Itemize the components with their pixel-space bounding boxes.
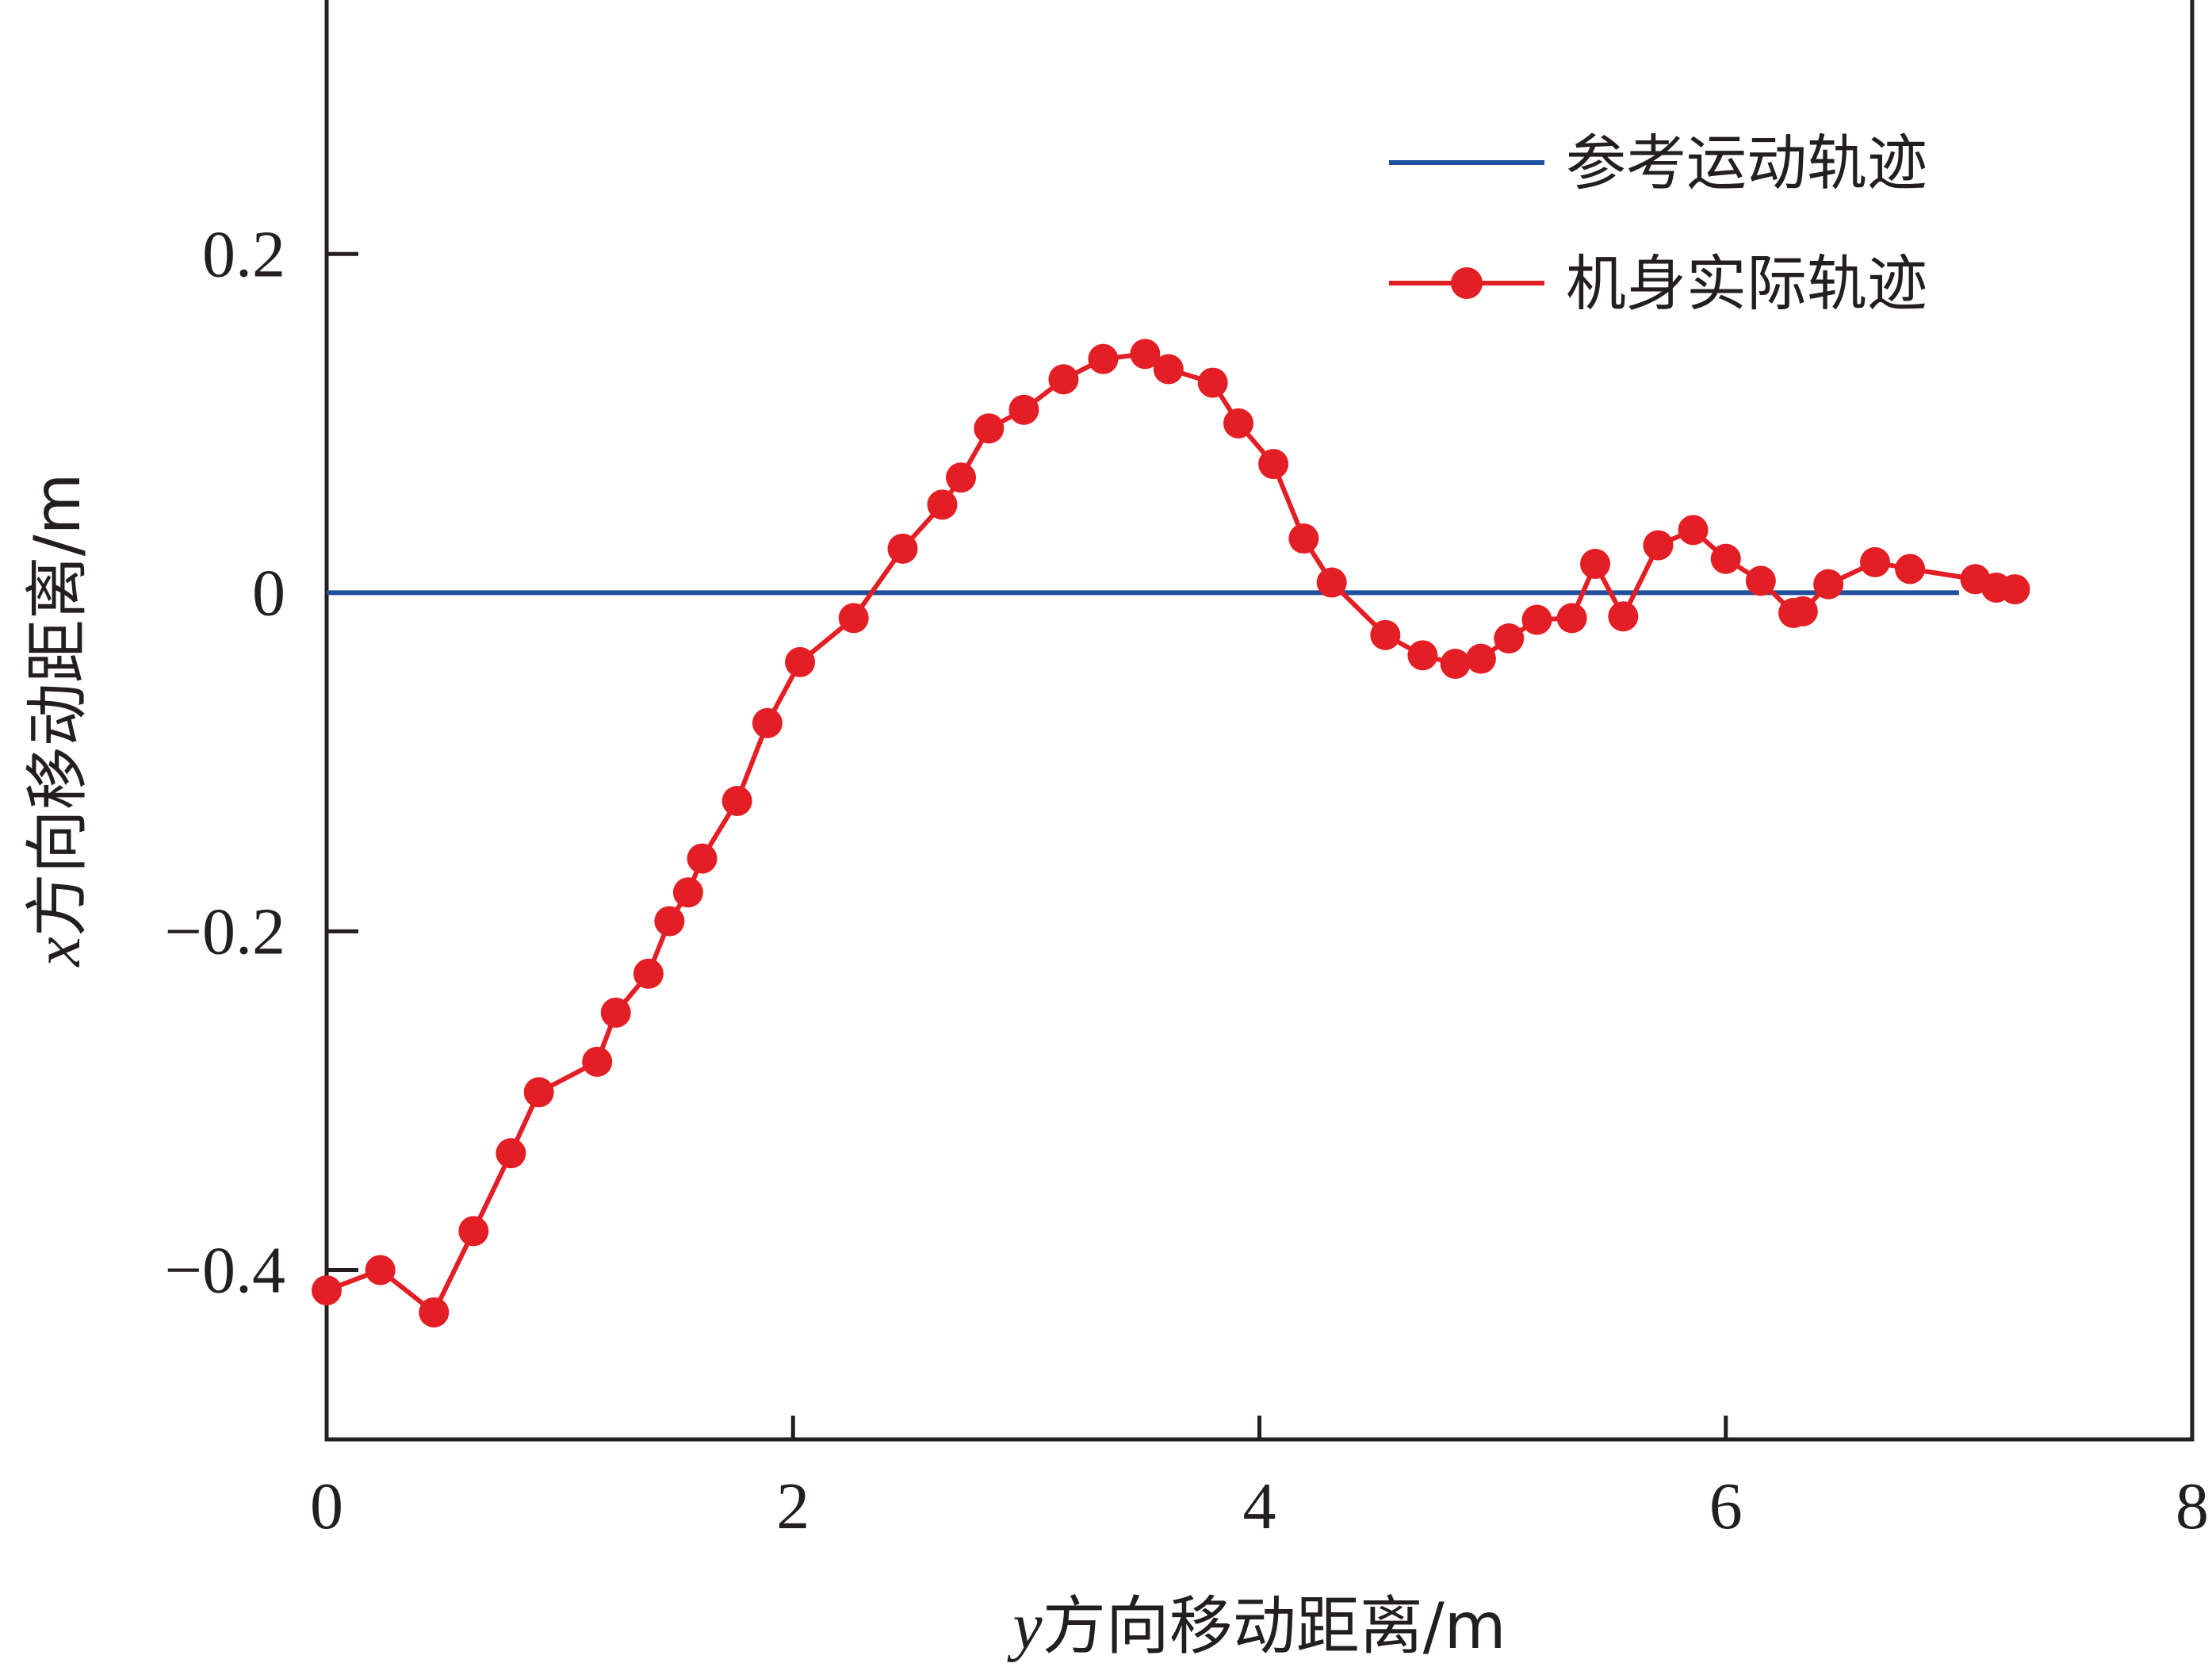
series-line-actual xyxy=(325,351,2015,1315)
data-point xyxy=(1678,515,1709,546)
data-point xyxy=(1521,604,1552,635)
data-point xyxy=(419,1297,450,1328)
x-tick-label: 2 xyxy=(776,1470,809,1543)
data-point xyxy=(721,785,752,816)
x-tick-label: 0 xyxy=(310,1470,343,1543)
plot-area xyxy=(312,339,2030,1328)
data-point xyxy=(1608,601,1639,632)
data-point xyxy=(1288,523,1319,554)
data-point xyxy=(582,1046,613,1077)
y-tick-label: −0.2 xyxy=(165,895,285,968)
data-point xyxy=(458,1216,489,1247)
x-axis-title-var: y xyxy=(1006,1589,1043,1663)
data-point xyxy=(633,958,664,989)
data-point xyxy=(1197,367,1228,398)
y-axis-title-var: x xyxy=(21,937,94,968)
data-point xyxy=(654,906,685,937)
data-point xyxy=(1745,565,1776,596)
data-point xyxy=(1580,549,1611,580)
data-point xyxy=(1370,619,1401,650)
legend-marker-actual xyxy=(1451,267,1483,299)
data-point xyxy=(312,1275,342,1306)
data-point xyxy=(1407,640,1438,671)
data-point xyxy=(523,1077,554,1108)
y-tick-label: 0.2 xyxy=(202,217,285,291)
data-point xyxy=(785,646,816,677)
data-point xyxy=(1316,567,1347,598)
data-point xyxy=(1859,546,1890,577)
data-point xyxy=(672,877,703,908)
data-point xyxy=(1258,449,1289,480)
data-point xyxy=(1440,649,1471,680)
data-point xyxy=(365,1255,396,1286)
data-point xyxy=(1153,354,1184,385)
data-point xyxy=(946,462,977,493)
y-axis-title-text: 方向移动距离/m xyxy=(21,473,94,937)
plot-frame xyxy=(324,0,2195,1442)
x-tick-label: 8 xyxy=(2176,1470,2209,1543)
data-point xyxy=(496,1138,526,1169)
data-point xyxy=(1813,569,1844,600)
data-point xyxy=(1556,603,1587,634)
data-point xyxy=(1223,408,1254,439)
ticks: 0 2 4 6 8 −0.4 −0.2 0 0.2 xyxy=(165,217,2209,1543)
axes xyxy=(324,0,2195,1442)
data-point xyxy=(838,603,869,634)
data-point xyxy=(687,843,718,874)
data-point xyxy=(1130,339,1161,370)
y-axis-title: x方向移动距离/m xyxy=(21,473,94,968)
x-tick-label: 6 xyxy=(1709,1470,1743,1543)
data-point xyxy=(1048,364,1079,395)
x-tick-label: 4 xyxy=(1243,1470,1276,1543)
x-axis-title-text: 方向移动距离/m xyxy=(1043,1589,1506,1663)
data-point xyxy=(1643,530,1674,561)
data-point xyxy=(600,997,631,1028)
data-point xyxy=(1494,623,1525,654)
data-point xyxy=(1710,543,1741,574)
y-tick-label: 0 xyxy=(252,556,285,630)
data-point xyxy=(2000,574,2030,605)
data-point xyxy=(1895,554,1926,584)
data-point xyxy=(1088,343,1119,374)
data-point xyxy=(1787,596,1818,627)
x-axis-title: y方向移动距离/m xyxy=(1006,1589,1506,1663)
data-point xyxy=(752,707,783,738)
legend-label-reference: 参考运动轨迹 xyxy=(1566,128,1927,198)
data-point xyxy=(887,533,918,564)
legend-label-actual: 机身实际轨迹 xyxy=(1566,248,1927,319)
y-tick-label: −0.4 xyxy=(165,1233,285,1307)
data-point xyxy=(1008,394,1039,425)
data-point xyxy=(1465,643,1496,674)
data-point xyxy=(927,489,958,520)
data-point xyxy=(974,413,1005,444)
legend: 参考运动轨迹 机身实际轨迹 xyxy=(1389,128,1927,319)
